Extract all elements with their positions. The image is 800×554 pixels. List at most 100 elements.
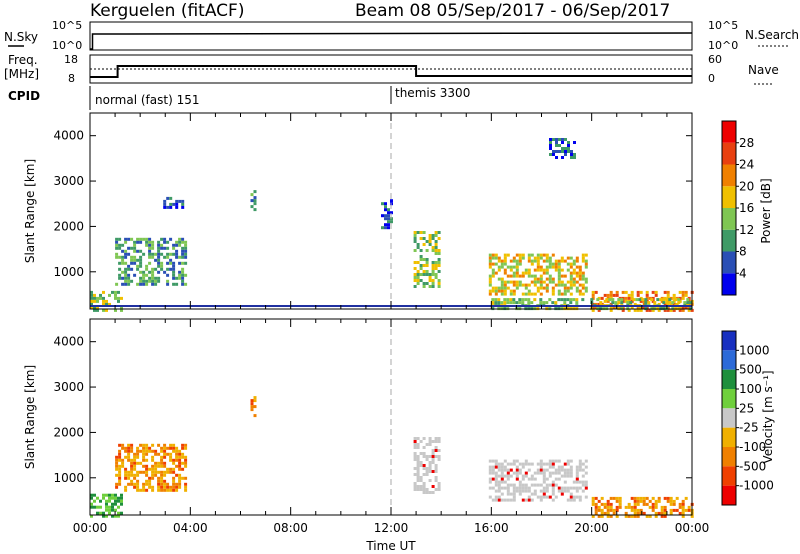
range-gate-cell	[111, 496, 114, 500]
range-gate-cell	[491, 289, 495, 293]
range-gate-cell	[145, 273, 149, 277]
range-gate-cell	[642, 302, 646, 306]
range-gate-cell	[539, 465, 543, 469]
range-gate-cell	[633, 511, 637, 515]
range-gate-cell	[108, 499, 111, 503]
velocity-colorbar-cell	[722, 466, 736, 486]
range-gate-cell	[512, 462, 516, 466]
range-gate-cell	[160, 455, 164, 459]
range-gate-cell	[139, 255, 143, 259]
range-gate-cell	[542, 301, 546, 305]
range-gate-cell	[651, 505, 655, 509]
x-tick-label: 20:00	[574, 521, 609, 535]
range-gate-cell	[503, 286, 507, 290]
range-gate-cell	[133, 482, 137, 486]
range-gate-cell	[166, 279, 170, 283]
range-gate-cell	[93, 299, 96, 303]
range-gate-cell	[545, 259, 549, 263]
range-gate-cell	[488, 277, 492, 281]
range-gate-cell	[108, 496, 111, 500]
range-gate-cell	[437, 488, 441, 491]
range-gate-cell	[124, 455, 128, 459]
range-gate-cell	[521, 274, 525, 278]
range-gate-cell	[536, 286, 540, 290]
range-gate-cell	[160, 479, 164, 483]
range-gate-cell	[428, 455, 432, 458]
range-gate-cell	[124, 249, 128, 253]
range-gate-cell	[594, 496, 598, 500]
range-gate-cell	[548, 280, 552, 284]
range-gate-cell	[181, 246, 185, 250]
range-gate-cell	[609, 308, 613, 312]
range-gate-cell	[175, 276, 179, 280]
range-gate-cell	[419, 464, 423, 467]
range-gate-cell	[425, 264, 429, 267]
range-gate-cell	[497, 483, 501, 487]
range-gate-cell	[139, 279, 143, 283]
range-gate-cell	[127, 458, 131, 462]
range-gate-cell	[581, 253, 585, 257]
range-gate-cell	[530, 280, 534, 284]
range-gate-cell	[491, 468, 495, 472]
range-gate-cell	[169, 196, 173, 200]
range-gate-cell	[163, 202, 167, 206]
y-tick-label: 2000	[53, 425, 84, 439]
range-gate-cell	[545, 256, 549, 260]
range-gate-cell	[494, 253, 498, 257]
range-gate-cell	[413, 234, 417, 237]
range-gate-cell	[139, 264, 143, 268]
range-gate-cell	[509, 259, 513, 263]
range-gate-cell	[488, 471, 492, 475]
range-gate-cell	[154, 470, 158, 474]
range-gate-cell	[139, 240, 143, 244]
range-gate-cell	[133, 261, 137, 265]
range-gate-cell	[151, 449, 155, 453]
range-gate-cell	[570, 156, 573, 159]
range-gate-cell	[154, 461, 158, 465]
range-gate-cell	[178, 482, 182, 486]
range-gate-cell	[139, 276, 143, 280]
range-gate-cell	[555, 156, 558, 159]
range-gate-cell	[518, 301, 522, 305]
range-gate-cell	[413, 261, 417, 264]
range-gate-cell	[581, 462, 585, 466]
range-gate-cell	[105, 502, 108, 506]
range-gate-cell	[124, 449, 128, 453]
range-gate-cell	[416, 479, 420, 482]
range-gate-cell	[172, 202, 176, 206]
range-gate-cell	[512, 459, 516, 463]
range-gate-cell	[437, 285, 441, 288]
range-gate-cell	[428, 461, 432, 464]
range-gate-cell	[591, 290, 595, 294]
range-gate-cell	[184, 455, 188, 459]
range-gate-cell	[533, 292, 537, 296]
range-gate-cell	[105, 499, 108, 503]
range-gate-cell	[497, 465, 501, 469]
range-gate-cell	[114, 308, 117, 312]
range-gate-cell	[533, 268, 537, 272]
range-gate-cell	[539, 292, 543, 296]
range-gate-cell	[387, 217, 390, 221]
range-gate-cell	[509, 468, 513, 472]
velocity-colorbar-tick: -25	[739, 421, 759, 435]
scatter-region	[163, 196, 185, 209]
range-gate-cell	[569, 271, 573, 275]
range-gate-cell	[648, 505, 652, 509]
range-gate-cell	[175, 243, 179, 247]
range-gate-cell	[660, 508, 664, 512]
range-gate-cell	[563, 301, 567, 305]
range-gate-cell	[160, 464, 164, 468]
range-gate-cell	[160, 252, 164, 256]
range-gate-cell	[434, 446, 438, 449]
range-gate-cell	[530, 477, 534, 481]
range-gate-cell	[491, 271, 495, 275]
range-gate-cell	[581, 274, 585, 278]
range-gate-cell	[145, 443, 149, 447]
range-gate-cell	[130, 458, 134, 462]
range-gate-cell	[139, 488, 143, 492]
range-gate-cell	[554, 268, 558, 272]
range-gate-cell	[666, 293, 670, 297]
range-gate-cell	[669, 502, 673, 506]
range-gate-cell	[148, 482, 152, 486]
